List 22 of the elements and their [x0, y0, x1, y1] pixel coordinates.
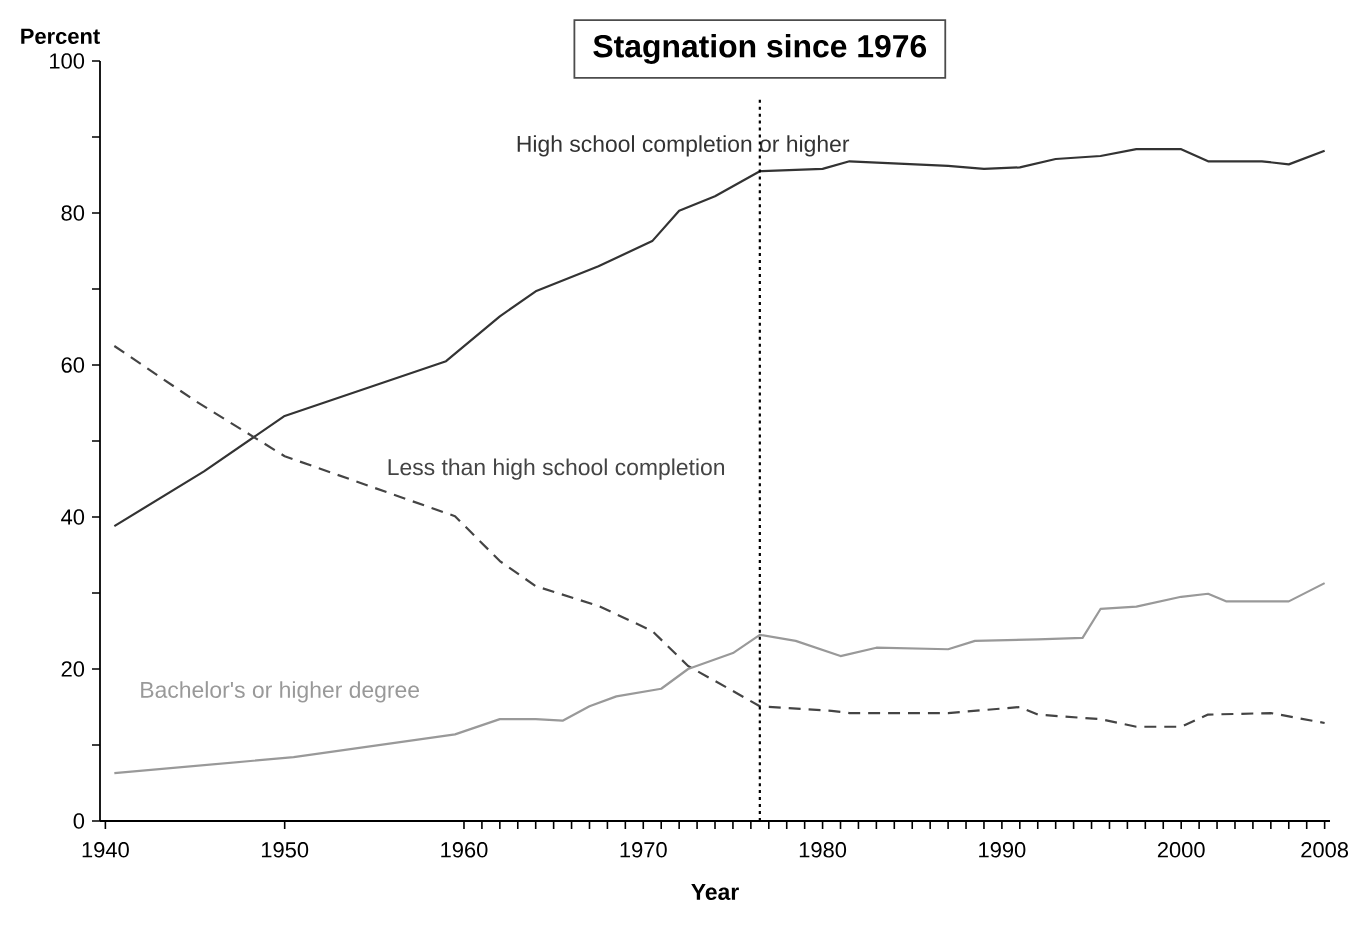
y-tick-label: 80 — [61, 205, 85, 221]
y-axis-title: Percent — [21, 28, 100, 44]
line-series — [113, 344, 1326, 728]
series-label: High school completion or higher — [517, 135, 850, 157]
x-tick-label: 2000 — [1157, 842, 1205, 858]
x-tick-label: 1980 — [799, 842, 847, 858]
x-tick-label: 1960 — [441, 842, 488, 858]
y-tick-label: 40 — [61, 509, 85, 525]
y-tick-label: 60 — [61, 357, 85, 373]
x-tick-label: 1950 — [261, 842, 309, 858]
series-label: Less than high school completion — [388, 458, 725, 480]
x-tick-label: 1970 — [620, 842, 667, 858]
x-tick-label: 2008 — [1301, 842, 1349, 858]
ref-line-label: Stagnation since 1976 — [593, 34, 927, 64]
y-tick-label: 100 — [50, 53, 85, 69]
x-tick-label: 1940 — [82, 842, 129, 858]
y-tick-label: 20 — [61, 661, 85, 677]
x-axis-title: Year — [691, 884, 739, 901]
x-tick-label: 1990 — [979, 842, 1026, 858]
series-label: Bachelor's or higher degree — [141, 681, 420, 703]
line-series — [113, 582, 1326, 775]
y-tick-label: 0 — [73, 813, 85, 829]
